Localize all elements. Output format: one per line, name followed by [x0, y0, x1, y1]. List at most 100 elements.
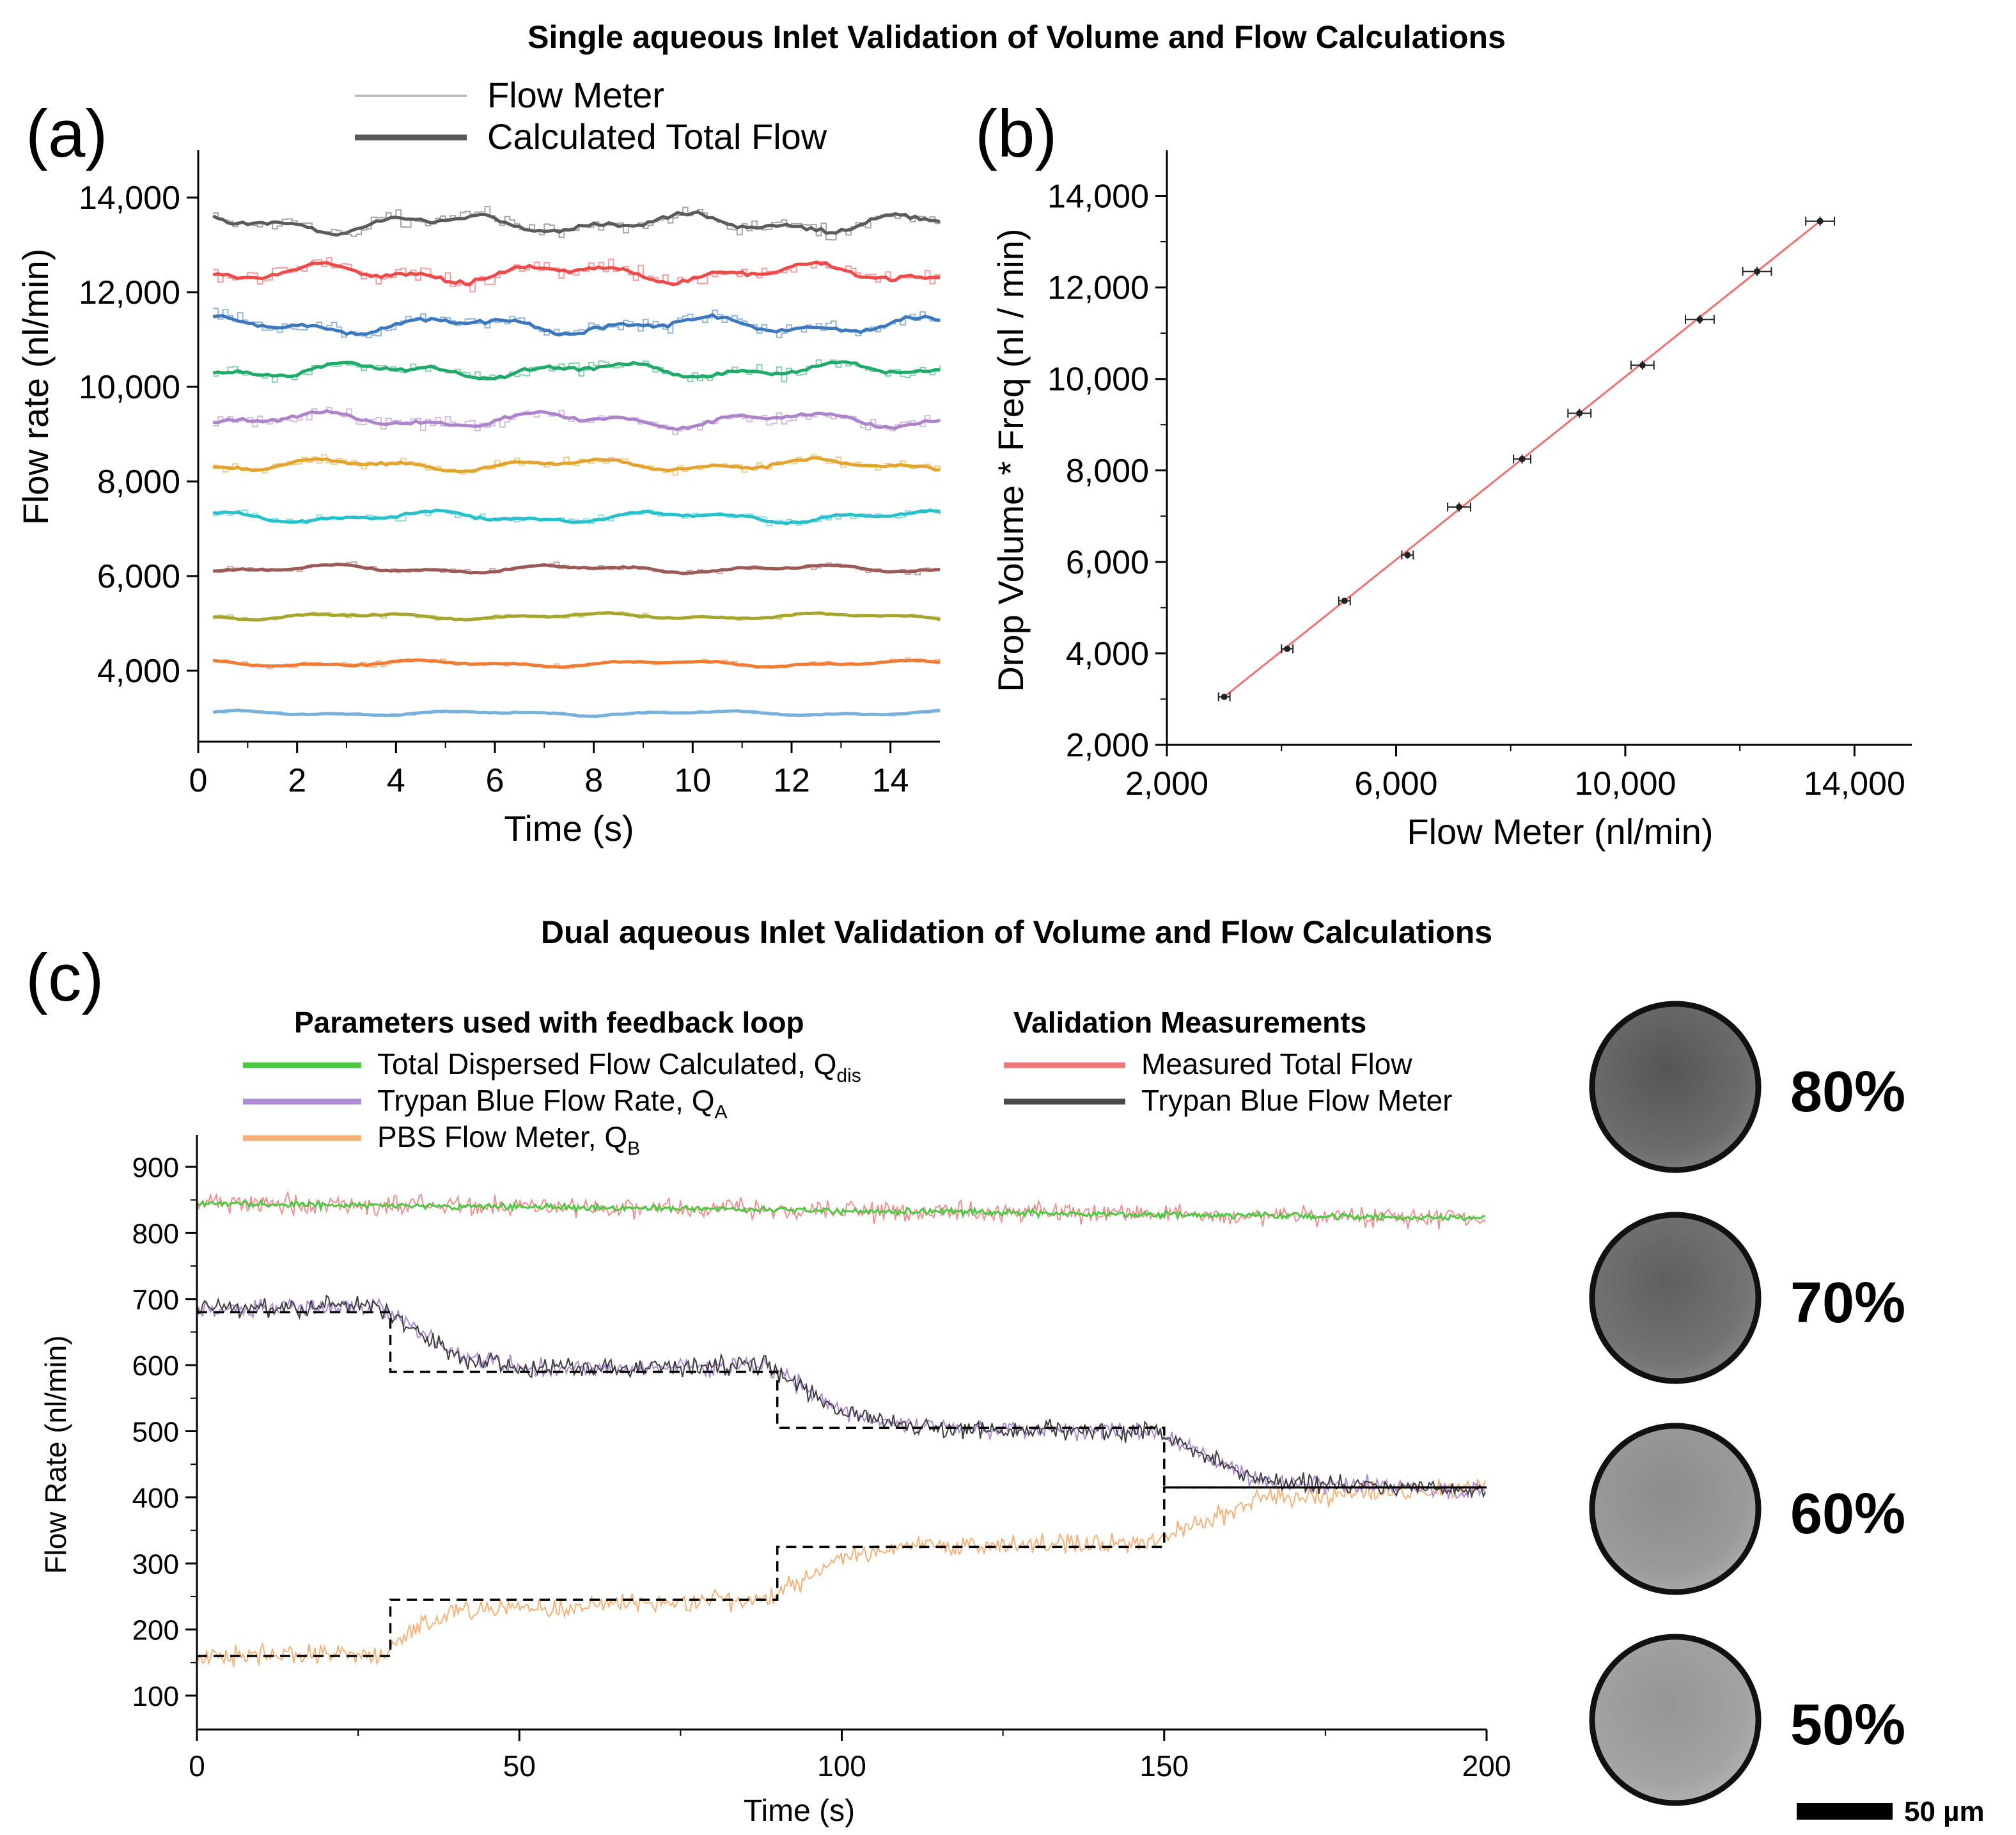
flow-meter-line — [213, 206, 941, 241]
panel-c-x-label: Time (s) — [744, 1794, 855, 1828]
panel-c-y-tick-label: 400 — [132, 1483, 179, 1514]
total-dispersed-flow-line — [196, 1198, 1486, 1222]
droplet-50 — [1589, 1634, 1762, 1806]
data-point — [1404, 552, 1411, 559]
calculated-flow-line — [212, 260, 941, 286]
panel-b-y-tick-label: 8,000 — [1066, 453, 1149, 490]
panel-c-x-tick-label: 0 — [189, 1749, 205, 1783]
panel-b-points — [1217, 216, 1836, 701]
calculated-flow-line — [213, 611, 941, 622]
setpoint-a-line — [197, 1311, 1487, 1489]
panel-c-y-tick-label: 700 — [132, 1284, 179, 1316]
panel-c-y-tick-label: 600 — [132, 1350, 179, 1382]
legend-qdis: Total Dispersed Flow Calculated, Qdis — [377, 1047, 861, 1086]
flow-meter-line — [213, 308, 941, 338]
measured-total-flow-line — [196, 1190, 1486, 1230]
droplet-images: 80% 70% 60% 50% 50 µm — [1589, 1001, 1985, 1827]
scale-bar-label: 50 µm — [1904, 1796, 1985, 1827]
calculated-flow-line — [212, 562, 941, 575]
data-point — [1696, 316, 1703, 323]
data-point — [1341, 597, 1348, 604]
pbs-flow-line — [196, 1478, 1486, 1667]
panel-b-ticks: 2,000 6,000 10,000 14,000 2,000 4,000 6,000 8,0… — [1047, 178, 1905, 802]
calculated-flow-line — [213, 456, 941, 474]
panel-a-x-tick-label: 2 — [288, 762, 306, 799]
data-point — [1221, 693, 1228, 700]
panel-c-label: (c) — [26, 941, 104, 1015]
panel-a-x-tick-label: 12 — [773, 762, 810, 799]
setpoint-b-line — [197, 1486, 1487, 1657]
panel-a-x-tick-label: 0 — [189, 762, 208, 799]
panel-a-label: (a) — [26, 97, 107, 171]
panel-b-x-tick-label: 10,000 — [1574, 765, 1676, 802]
panel-a-series — [212, 206, 941, 719]
panel-a-x-tick-label: 6 — [486, 762, 504, 799]
legend-measured-total: Measured Total Flow — [1141, 1047, 1412, 1081]
legend-qb: PBS Flow Meter, QB — [377, 1120, 640, 1159]
panel-c-ticks: 0 50 100 150 200 100 200 300 400 500 600 700 800 900 — [132, 1152, 1512, 1783]
panel-a-ticks: 0 2 4 6 8 10 12 14 4,000 6,000 8,000 10,000 12,000 14… — [79, 180, 909, 799]
panel-c-y-tick-label: 100 — [132, 1681, 179, 1712]
panel-c-x-tick-label: 200 — [1462, 1749, 1512, 1783]
calculated-flow-line — [212, 313, 941, 337]
panel-a: (a) 0 2 4 6 8 10 12 14 4,000 6,000 8,000 10,000 12,0… — [15, 75, 941, 848]
droplet-50-label: 50% — [1790, 1693, 1905, 1757]
panel-c-x-tick-label: 50 — [503, 1749, 536, 1783]
panel-a-x-tick-label: 10 — [674, 762, 711, 799]
panel-c-x-tick-label: 150 — [1139, 1749, 1189, 1783]
panel-c-y-tick-label: 800 — [132, 1218, 179, 1249]
panel-b-y-tick-label: 6,000 — [1066, 544, 1149, 581]
panel-b-y-tick-label: 12,000 — [1047, 270, 1149, 307]
data-point — [1576, 410, 1583, 417]
calculated-flow-line — [213, 508, 941, 526]
panel-a-y-tick-label: 6,000 — [97, 558, 180, 595]
panel-b-x-tick-label: 2,000 — [1125, 765, 1208, 802]
panel-b-x-label: Flow Meter (nl/min) — [1407, 811, 1713, 852]
panel-b-y-tick-label: 14,000 — [1047, 178, 1149, 215]
flow-meter-line — [213, 454, 941, 476]
panel-c-series — [196, 1190, 1487, 1667]
legend-tb-meter: Trypan Blue Flow Meter — [1141, 1084, 1453, 1117]
data-point — [1284, 645, 1291, 652]
title-single-inlet: Single aqueous Inlet Validation of Volum… — [527, 19, 1506, 55]
panel-a-y-tick-label: 8,000 — [97, 464, 180, 501]
legend-header-validation: Validation Measurements — [1013, 1006, 1366, 1039]
legend-flow-meter: Flow Meter — [487, 75, 664, 115]
panel-c-y-tick-label: 200 — [132, 1615, 179, 1646]
trypan-blue-flow-rate-line — [196, 1297, 1486, 1499]
panel-a-x-tick-label: 14 — [872, 762, 909, 799]
panel-b-y-tick-label: 2,000 — [1066, 727, 1149, 764]
calculated-flow-line — [212, 210, 941, 237]
panel-b-label: (b) — [975, 97, 1057, 171]
data-point — [1639, 362, 1646, 369]
trypan-blue-meter-line — [196, 1294, 1486, 1499]
panel-a-y-tick-label: 14,000 — [79, 180, 180, 217]
panel-c-x-tick-label: 100 — [817, 1749, 866, 1783]
droplet-70-label: 70% — [1790, 1271, 1905, 1335]
panel-a-y-tick-label: 12,000 — [79, 274, 180, 311]
legend-header-parameters: Parameters used with feedback loop — [294, 1006, 804, 1039]
legend-calc-total: Calculated Total Flow — [487, 116, 827, 157]
data-point — [1754, 268, 1761, 275]
data-point — [1519, 455, 1526, 462]
data-point — [1817, 217, 1824, 224]
panel-b-y-tick-label: 10,000 — [1047, 361, 1149, 398]
panel-a-y-tick-label: 4,000 — [97, 653, 180, 690]
panel-a-y-label: Flow rate (nl/min) — [15, 249, 56, 526]
panel-b-y-tick-label: 4,000 — [1066, 636, 1149, 673]
panel-a-x-tick-label: 4 — [387, 762, 405, 799]
droplet-70 — [1589, 1212, 1762, 1384]
panel-c-y-tick-label: 300 — [132, 1549, 179, 1580]
panel-a-x-label: Time (s) — [504, 808, 634, 848]
panel-a-x-tick-label: 8 — [584, 762, 603, 799]
calculated-flow-line — [212, 360, 941, 381]
calculated-flow-line — [212, 658, 941, 669]
panel-a-y-tick-label: 10,000 — [79, 369, 180, 406]
panel-b: (b) 2,000 6,000 10,000 14,000 2,000 4,000 6,00… — [975, 97, 1912, 852]
droplet-60 — [1589, 1423, 1762, 1595]
panel-c-y-tick-label: 900 — [132, 1152, 179, 1183]
calculated-flow-line — [213, 409, 941, 432]
calculated-flow-line — [212, 708, 941, 718]
panel-b-x-tick-label: 6,000 — [1354, 765, 1437, 802]
